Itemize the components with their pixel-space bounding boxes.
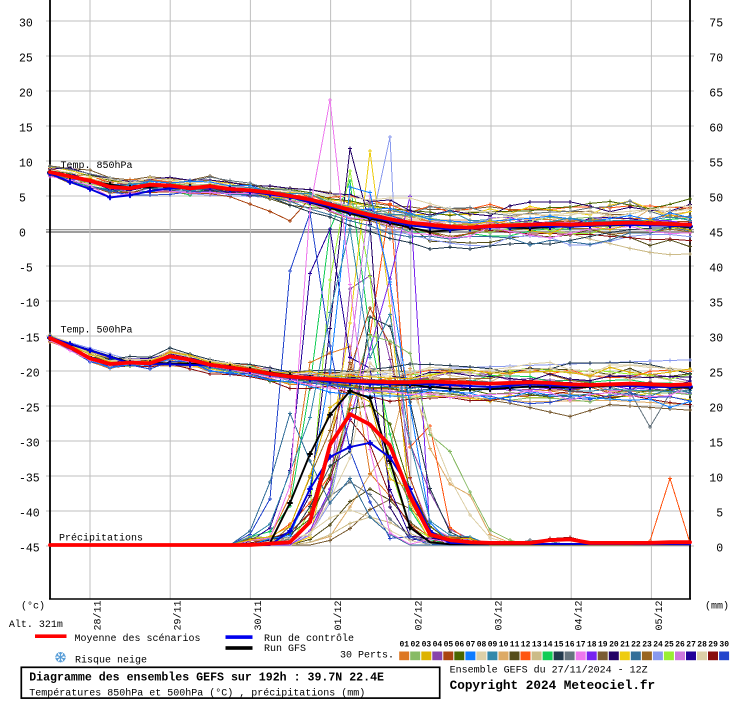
svg-text:45: 45: [709, 227, 723, 240]
svg-text:10: 10: [709, 472, 723, 485]
svg-text:Précipitations: Précipitations: [59, 533, 143, 545]
svg-text:26: 26: [675, 640, 685, 649]
svg-text:-10: -10: [19, 297, 40, 310]
svg-text:30/11: 30/11: [253, 600, 265, 630]
svg-text:Moyenne des scénarios: Moyenne des scénarios: [75, 633, 201, 645]
svg-text:05: 05: [444, 640, 454, 649]
svg-text:03/12: 03/12: [494, 600, 506, 630]
svg-text:10: 10: [499, 640, 509, 649]
svg-text:20: 20: [709, 402, 723, 415]
svg-text:06: 06: [455, 640, 465, 649]
svg-text:25: 25: [664, 640, 674, 649]
svg-text:70: 70: [709, 52, 723, 65]
svg-text:(mm): (mm): [705, 601, 729, 613]
svg-text:30: 30: [709, 332, 723, 345]
svg-text:01: 01: [400, 640, 410, 649]
svg-text:40: 40: [709, 262, 723, 275]
svg-text:02: 02: [411, 640, 421, 649]
svg-text:13: 13: [532, 640, 542, 649]
svg-text:14: 14: [543, 640, 553, 649]
svg-text:29: 29: [708, 640, 718, 649]
svg-text:28/11: 28/11: [93, 600, 105, 630]
svg-text:Températures 850hPa et 500hPa: Températures 850hPa et 500hPa (°C) , pré…: [29, 688, 365, 700]
svg-text:22: 22: [631, 640, 641, 649]
svg-text:15: 15: [709, 437, 723, 450]
svg-text:75: 75: [709, 17, 723, 30]
svg-text:0: 0: [19, 227, 26, 240]
svg-text:Run de contrôle: Run de contrôle: [264, 633, 354, 645]
svg-text:Ensemble GEFS du 27/11/2024 -: Ensemble GEFS du 27/11/2024 - 12Z: [450, 665, 648, 677]
svg-text:23: 23: [642, 640, 652, 649]
svg-text:03: 03: [422, 640, 432, 649]
svg-text:20: 20: [609, 640, 619, 649]
svg-text:(°c): (°c): [21, 601, 45, 613]
svg-text:11: 11: [510, 640, 520, 649]
svg-text:25: 25: [19, 52, 33, 65]
svg-text:18: 18: [587, 640, 597, 649]
svg-text:30: 30: [719, 640, 729, 649]
svg-text:30 Perts.: 30 Perts.: [340, 651, 394, 662]
svg-text:04/12: 04/12: [574, 600, 586, 630]
svg-text:25: 25: [709, 367, 723, 380]
svg-text:29/11: 29/11: [173, 600, 185, 630]
svg-text:02/12: 02/12: [413, 600, 425, 630]
svg-text:10: 10: [19, 157, 33, 170]
svg-text:Alt. 321m: Alt. 321m: [9, 619, 63, 631]
svg-text:16: 16: [565, 640, 575, 649]
svg-text:-35: -35: [19, 472, 40, 485]
svg-text:Risque neige: Risque neige: [75, 655, 147, 667]
svg-text:20: 20: [19, 87, 33, 100]
svg-text:-40: -40: [19, 507, 40, 520]
svg-text:30: 30: [19, 17, 33, 30]
svg-text:65: 65: [709, 87, 723, 100]
svg-text:60: 60: [709, 122, 723, 135]
svg-text:5: 5: [709, 507, 723, 520]
svg-text:-25: -25: [19, 402, 40, 415]
svg-text:Run GFS: Run GFS: [264, 644, 306, 655]
svg-text:15: 15: [19, 122, 33, 135]
svg-text:07: 07: [466, 640, 476, 649]
svg-text:12: 12: [521, 640, 531, 649]
svg-text:08: 08: [477, 640, 487, 649]
svg-text:28: 28: [697, 640, 707, 649]
svg-text:Copyright 2024 Meteociel.fr: Copyright 2024 Meteociel.fr: [450, 678, 656, 693]
svg-text:27: 27: [686, 640, 696, 649]
svg-text:09: 09: [488, 640, 498, 649]
svg-text:Diagramme des ensembles GEFS s: Diagramme des ensembles GEFS sur 192h : …: [29, 672, 384, 685]
svg-text:19: 19: [598, 640, 608, 649]
svg-text:-5: -5: [19, 262, 33, 275]
svg-text:-20: -20: [19, 367, 40, 380]
svg-text:15: 15: [554, 640, 564, 649]
svg-text:35: 35: [709, 297, 723, 310]
svg-text:Temp. 500hPa: Temp. 500hPa: [61, 325, 133, 337]
svg-text:-15: -15: [19, 332, 40, 345]
svg-text:55: 55: [709, 157, 723, 170]
svg-text:17: 17: [576, 640, 586, 649]
svg-text:-45: -45: [19, 542, 40, 555]
svg-text:21: 21: [620, 640, 630, 649]
svg-text:0: 0: [709, 542, 723, 555]
svg-text:05/12: 05/12: [654, 600, 666, 630]
svg-text:-30: -30: [19, 437, 40, 450]
svg-text:01/12: 01/12: [333, 600, 345, 630]
svg-text:04: 04: [433, 640, 443, 649]
svg-text:5: 5: [19, 192, 26, 205]
svg-text:24: 24: [653, 640, 663, 649]
svg-text:Temp. 850hPa: Temp. 850hPa: [61, 160, 133, 172]
svg-text:50: 50: [709, 192, 723, 205]
